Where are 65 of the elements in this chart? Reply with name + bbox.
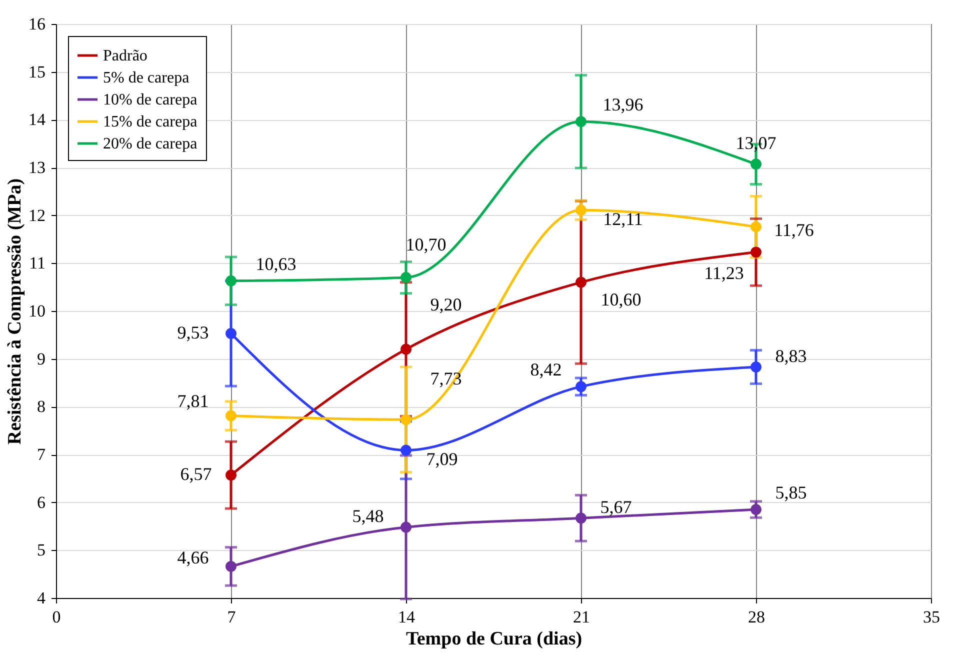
y-tick-label: 8: [37, 397, 46, 416]
data-label: 9,53: [177, 322, 209, 342]
point: [576, 512, 586, 524]
point: [400, 414, 412, 426]
data-label: 10,60: [600, 289, 642, 310]
data-label: 5,85: [775, 482, 807, 503]
point: [750, 504, 762, 515]
x-tick-label: 0: [52, 608, 61, 626]
point: [226, 410, 236, 422]
point: [226, 560, 236, 572]
data-label: 7,09: [426, 449, 458, 470]
point: [576, 116, 586, 128]
legend-label: 5% de carepa: [103, 70, 190, 86]
y-tick-label: 4: [37, 588, 46, 608]
point: [750, 158, 762, 170]
data-label: 12,11: [603, 209, 643, 230]
point: [400, 272, 412, 283]
y-tick-label: 15: [28, 62, 46, 82]
data-label: 13,96: [602, 94, 644, 115]
point: [576, 276, 586, 288]
data-label: 10,70: [406, 234, 446, 255]
data-label: 6,57: [180, 464, 212, 484]
legend-label: 15% de carepa: [103, 114, 198, 130]
point: [750, 221, 762, 232]
y-tick-label: 16: [28, 14, 46, 34]
data-label: 5,67: [600, 497, 632, 518]
x-tick-label: 7: [227, 608, 236, 626]
y-tick-label: 7: [37, 445, 46, 464]
data-label: 11,76: [774, 220, 814, 240]
x-axis-title: Tempo de Cura (dias): [406, 628, 582, 650]
y-tick-label: 5: [37, 540, 46, 560]
y-tick-label: 14: [28, 110, 46, 130]
y-tick-label: 13: [28, 158, 46, 177]
point: [226, 328, 236, 339]
x-tick-label: 35: [923, 608, 940, 626]
data-label: 10,63: [256, 254, 296, 274]
y-tick-label: 9: [37, 349, 46, 368]
x-tick-label: 28: [748, 608, 765, 626]
point: [750, 246, 762, 258]
data-label: 13,07: [736, 133, 776, 154]
data-label: 5,48: [352, 506, 384, 526]
point: [226, 275, 236, 286]
y-tick-label: 6: [37, 492, 46, 512]
x-tick-label: 21: [573, 608, 590, 626]
point: [226, 470, 236, 481]
data-label: 8,83: [775, 346, 807, 366]
x-tick-label: 14: [398, 608, 416, 626]
point: [400, 522, 412, 533]
data-label: 9,20: [430, 294, 462, 314]
data-label: 8,42: [530, 360, 562, 380]
legend-label: 10% de carepa: [103, 92, 198, 108]
point: [576, 204, 586, 216]
point: [400, 344, 412, 355]
data-label: 4,66: [177, 547, 209, 568]
y-tick-label: 11: [29, 254, 46, 273]
data-label: 7,81: [177, 390, 209, 411]
y-tick-label: 12: [28, 206, 46, 225]
point: [576, 381, 586, 392]
y-tick-label: 10: [28, 302, 46, 320]
data-label: 11,23: [704, 263, 744, 284]
y-axis-title: Resistência à Compressão (MPa): [4, 178, 26, 445]
point: [750, 362, 762, 372]
legend-label: 20% de carepa: [103, 136, 198, 152]
point: [400, 444, 412, 456]
legend-label: Padrão: [103, 48, 148, 64]
